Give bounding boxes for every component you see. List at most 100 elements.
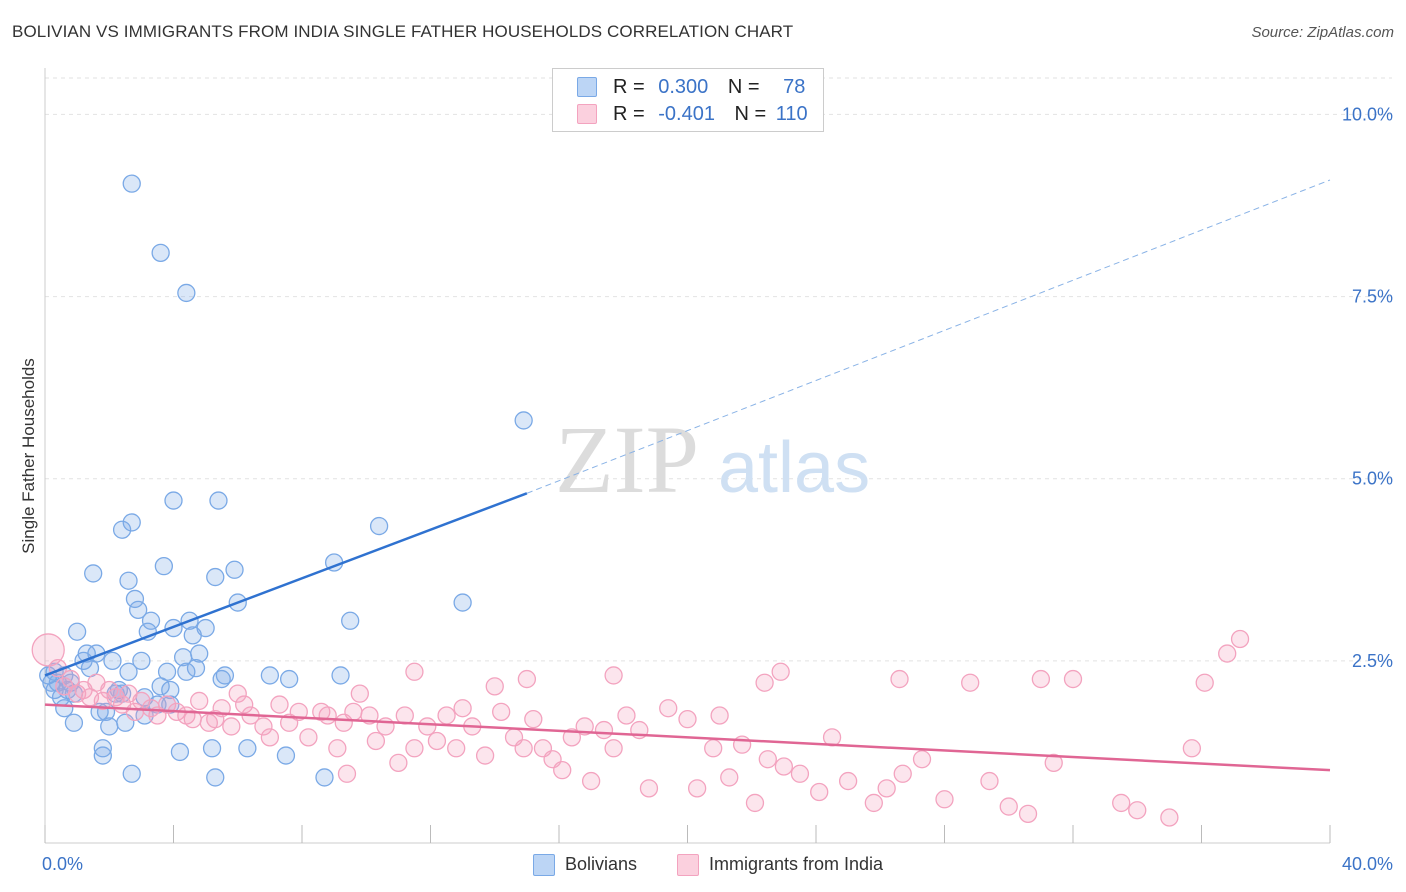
bolivian-point [369,516,389,536]
bolivian-point [206,567,225,587]
bolivian-point [55,699,74,718]
bolivians-trend-extension [526,179,1331,494]
india-point [337,764,357,783]
bolivian-point [161,680,180,700]
india-point [350,684,369,703]
india-point [1230,629,1250,649]
india-point [562,728,581,747]
points-layer [31,174,1250,827]
india-point [405,739,424,758]
bolivian-point [154,556,174,576]
india-point [581,771,601,791]
india-point [418,717,437,736]
n-value: 78 [783,76,806,98]
bolivian-point [132,651,151,671]
india-point [1218,644,1237,663]
bolivians-points [39,174,533,787]
y-tick-label: 5.0% [1352,469,1393,489]
india-point [594,720,614,740]
india-legend-label: Immigrants from India [709,854,884,874]
bolivian-point [196,618,215,638]
bolivian-point [119,662,138,681]
r-value: -0.401 [658,103,715,125]
bolivian-point [206,768,225,787]
chart-title: BOLIVIAN VS IMMIGRANTS FROM INDIA SINGLE… [12,22,794,41]
india-point [838,771,858,791]
grid-layer [45,77,1392,662]
india-point [771,662,790,681]
bolivian-point [151,243,170,263]
y-tick-label: 10.0% [1342,104,1393,124]
india-point [157,695,177,714]
india-point [1195,673,1214,692]
bolivian-point [164,491,183,510]
india-point [877,779,896,798]
bolivian-point [276,746,296,765]
bolivian-point [103,651,122,671]
india-point [447,739,466,758]
india-point [617,706,636,725]
india-point [1018,804,1038,824]
bolivian-point [129,600,148,620]
axis-layer [44,68,1331,844]
india-point [912,750,932,769]
bolivian-point [331,666,350,685]
bolivian-point [119,571,138,590]
india-point [604,666,623,685]
watermark-zip: ZIP [555,406,699,513]
bolivian-point [112,520,132,539]
india-point [453,699,472,718]
bolivian-point [215,666,235,685]
india-point [758,750,777,769]
india-point [755,673,774,692]
bolivian-point [93,739,112,758]
bolivian-point [122,513,141,532]
india-point [720,768,739,787]
india-point [678,709,697,729]
india-point [774,757,794,776]
india-point [389,753,408,773]
watermark-atlas: atlas [718,428,870,508]
india-point [514,739,533,758]
india-point [427,731,447,751]
india-point [687,779,707,798]
source-label: Source: ZipAtlas.com [1251,24,1394,41]
watermark: ZIP atlas [555,406,870,513]
bolivian-point [100,717,119,736]
india-point [1031,669,1051,689]
india-point [745,793,765,813]
bolivian-point [64,713,84,732]
india-point [1044,753,1063,773]
bolivian-point [260,666,280,685]
y-tick-label: 2.5% [1352,651,1393,671]
india-point [206,709,225,729]
india-point [524,709,543,729]
x-tick-label: 40.0% [1342,854,1393,874]
india-point [228,684,247,703]
india-point [890,669,909,689]
india-point [318,706,337,725]
india-point [366,731,386,751]
bolivian-point [122,764,141,783]
bolivian-point [67,622,87,641]
india-point [710,706,729,725]
india-point [299,728,318,747]
bolivian-point [279,669,299,689]
india-swatch [577,104,597,124]
india-point [659,699,678,718]
india-point [980,771,999,791]
india-point [790,764,810,783]
y-tick-label: 7.5% [1352,287,1393,307]
india-point [810,782,829,802]
bolivian-point [157,662,177,681]
n-value: 110 [775,103,808,125]
n-label: N = [727,76,760,98]
india-point [961,673,980,692]
india-point [31,633,65,667]
india-point [328,739,347,758]
bolivian-point [453,593,472,612]
bolivian-point [202,739,222,758]
india-legend-swatch [677,854,699,876]
india-point [604,739,623,758]
